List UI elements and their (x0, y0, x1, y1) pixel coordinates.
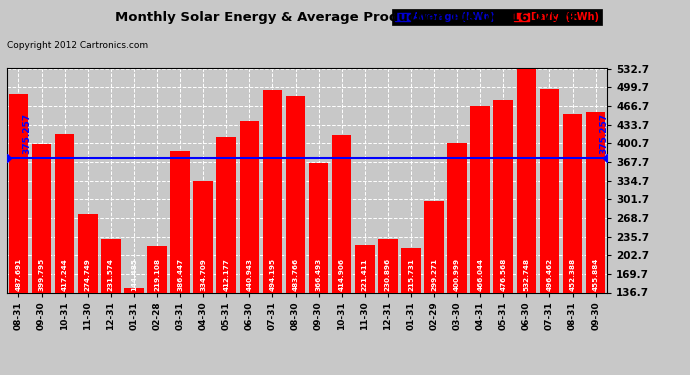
Bar (263, 90, 282, 292)
Text: 219.108: 219.108 (154, 258, 160, 291)
Text: 221.411: 221.411 (362, 258, 368, 291)
Bar (55, 134, 75, 292)
Bar (493, 100, 513, 292)
Bar (471, 106, 490, 292)
Text: 274.749: 274.749 (85, 258, 90, 291)
Bar (309, 163, 328, 292)
Text: Monthly Solar Energy & Average Production Tue Oct 16 07:09: Monthly Solar Energy & Average Productio… (115, 11, 575, 24)
Bar (401, 248, 421, 292)
Text: 366.493: 366.493 (315, 258, 322, 291)
Text: 455.884: 455.884 (593, 258, 599, 291)
Text: 414.906: 414.906 (339, 258, 345, 291)
Text: 483.766: 483.766 (293, 258, 299, 291)
Bar (540, 89, 560, 292)
Text: 440.943: 440.943 (246, 258, 253, 291)
Bar (78, 214, 97, 292)
Bar (193, 180, 213, 292)
Bar (332, 135, 351, 292)
Text: 417.244: 417.244 (61, 258, 68, 291)
Text: 144.485: 144.485 (131, 258, 137, 291)
Bar (170, 151, 190, 292)
Bar (517, 69, 536, 292)
Bar (9, 94, 28, 292)
Text: 386.447: 386.447 (177, 258, 183, 291)
Bar (32, 144, 51, 292)
Bar (286, 96, 305, 292)
Legend: Average (kWh), Daily  (kWh): Average (kWh), Daily (kWh) (392, 9, 602, 25)
Text: 532.748: 532.748 (524, 258, 529, 291)
Bar (147, 246, 167, 292)
Text: 399.795: 399.795 (39, 258, 45, 291)
Bar (124, 288, 144, 292)
Text: 375.257: 375.257 (599, 113, 608, 154)
Bar (355, 244, 375, 292)
Bar (239, 120, 259, 292)
Bar (424, 201, 444, 292)
Text: 466.044: 466.044 (477, 258, 483, 291)
Text: 230.896: 230.896 (385, 258, 391, 291)
Bar (447, 143, 467, 292)
Text: 299.271: 299.271 (431, 258, 437, 291)
Text: 334.709: 334.709 (200, 258, 206, 291)
Text: 231.574: 231.574 (108, 258, 114, 291)
Text: 215.731: 215.731 (408, 258, 414, 291)
Bar (378, 239, 397, 292)
Text: 400.999: 400.999 (454, 258, 460, 291)
Bar (586, 112, 605, 292)
Text: 496.462: 496.462 (546, 258, 553, 291)
Text: 476.568: 476.568 (500, 258, 506, 291)
Text: 452.388: 452.388 (569, 258, 575, 291)
Text: 375.257: 375.257 (22, 113, 31, 154)
Bar (217, 137, 236, 292)
Bar (101, 239, 121, 292)
Text: 487.691: 487.691 (15, 258, 21, 291)
Text: 494.195: 494.195 (269, 258, 275, 291)
Text: Copyright 2012 Cartronics.com: Copyright 2012 Cartronics.com (7, 41, 148, 50)
Bar (563, 114, 582, 292)
Text: 412.177: 412.177 (224, 258, 229, 291)
